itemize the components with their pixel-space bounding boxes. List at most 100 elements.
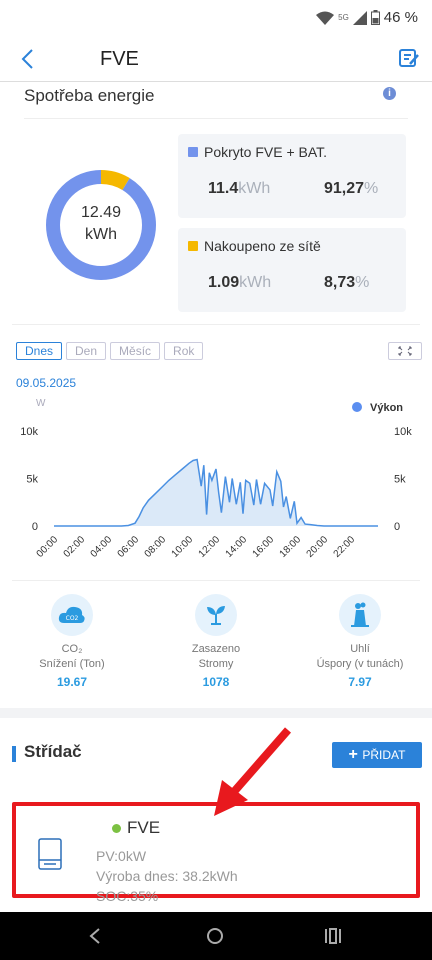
covered-pct: 91,27	[324, 180, 365, 197]
x-tick-label: 18:00	[278, 534, 304, 560]
purchased-kwh: 1.09kWh	[208, 274, 271, 292]
trees-label: Zasazeno	[191, 643, 241, 655]
x-tick-label: 12:00	[197, 534, 223, 560]
nav-home-icon[interactable]	[206, 927, 224, 945]
chart-date: 09.05.2025	[16, 376, 77, 390]
coal-label: Uhlí	[350, 643, 370, 655]
add-inverter-button[interactable]: + PŘIDAT	[332, 742, 422, 768]
co2-labels: CO₂ Snížení (Ton)	[0, 642, 144, 672]
x-tick-label: 00:00	[35, 534, 61, 560]
covered-pct-unit: %	[364, 180, 379, 197]
expand-icon	[398, 346, 412, 356]
legend-label: Výkon	[370, 402, 403, 414]
y-tick-right: 10k	[394, 426, 412, 438]
trees-value: 1078	[202, 675, 230, 689]
inverter-section-title: Střídač	[24, 742, 82, 761]
y-axis-unit: W	[36, 398, 46, 409]
coal-value: 7.97	[348, 675, 372, 689]
inverter-card: Střídač + PŘIDAT FVE PV:0kW Výroba dnes:…	[0, 718, 432, 912]
cloud-co2-icon: CO2	[58, 606, 85, 623]
series-line	[54, 458, 378, 527]
covered-kwh: 11.4kWh	[208, 180, 270, 198]
svg-text:CO2: CO2	[66, 615, 79, 622]
tab-today[interactable]: Dnes	[16, 342, 63, 360]
y-tick-right: 5k	[394, 474, 406, 486]
covered-percent: 91,27%	[324, 180, 378, 198]
x-tick-label: 20:00	[305, 534, 331, 560]
battery-icon	[370, 10, 380, 25]
purchased-legend-swatch	[188, 241, 198, 251]
device-soc: SOC:35%	[96, 888, 159, 904]
purchased-unit: kWh	[239, 274, 272, 291]
coal-sublabel: Úspory (v tunách)	[316, 658, 404, 670]
purchased-header: Nakoupeno ze sítě	[188, 238, 321, 254]
tab-year[interactable]: Rok	[164, 342, 204, 360]
total-unit: kWh	[85, 226, 117, 243]
network-label: 5G	[338, 13, 349, 22]
eco-coal: Uhlí Úspory (v tunách) 7.97	[288, 594, 432, 689]
power-chart: W Výkon 0 0 5k 5k 10k 10k 00:00 02:00 04:00 06:00 08…	[20, 398, 412, 560]
signal-icon	[352, 10, 367, 25]
x-tick-label: 22:00	[332, 534, 358, 560]
covered-value: 11.4	[208, 180, 239, 197]
tab-month[interactable]: Měsíc	[110, 342, 161, 360]
purchased-percent: 8,73%	[324, 274, 369, 292]
coal-labels: Uhlí Úspory (v tunách)	[288, 642, 432, 672]
online-status-dot	[112, 823, 121, 833]
x-tick-label: 16:00	[251, 534, 277, 560]
y-tick-left: 5k	[26, 474, 38, 486]
y-tick-left: 10k	[20, 426, 38, 438]
co2-label: CO₂	[61, 643, 83, 655]
annotation-arrow-icon	[214, 727, 292, 816]
info-icon[interactable]: i	[383, 87, 396, 100]
power-plant-icon	[351, 602, 369, 627]
purchased-value: 1.09	[208, 274, 240, 291]
energy-card: Spotřeba energie i 12.49 kWh Pokryto FVE…	[0, 82, 432, 708]
battery-percent: 46 %	[383, 9, 418, 26]
back-arrow-icon[interactable]	[18, 48, 38, 70]
donut-slice-covered	[46, 170, 156, 280]
divider	[12, 580, 420, 581]
wifi-icon	[316, 11, 335, 25]
y-tick-right: 0	[394, 521, 400, 533]
app-bar: FVE	[0, 36, 432, 82]
x-tick-label: 06:00	[116, 534, 142, 560]
section-accent-bar	[12, 746, 16, 762]
device-name: FVE	[127, 818, 161, 837]
nav-recents-icon[interactable]	[324, 928, 342, 944]
total-value: 12.49	[80, 204, 122, 221]
purchased-pct-unit: %	[355, 274, 370, 291]
inverter-device-card[interactable]: FVE PV:0kW Výroba dnes: 38.2kWh SOC:35%	[12, 802, 420, 904]
purchased-pct: 8,73	[324, 274, 356, 291]
covered-legend-swatch	[188, 147, 198, 157]
x-tick-label: 04:00	[89, 534, 115, 560]
inverter-device-icon	[38, 838, 62, 870]
sprout-icon	[207, 606, 225, 625]
x-tick-label: 14:00	[224, 534, 250, 560]
tab-day[interactable]: Den	[66, 342, 107, 360]
trees-sublabel: Stromy	[198, 658, 234, 670]
edit-icon[interactable]	[398, 47, 420, 69]
coal-badge	[339, 594, 381, 636]
x-tick-label: 08:00	[143, 534, 169, 560]
covered-stat-box: Pokryto FVE + BAT. 11.4kWh 91,27%	[178, 134, 406, 218]
purchased-label: Nakoupeno ze sítě	[204, 238, 321, 254]
y-tick-left: 0	[32, 521, 38, 533]
fullscreen-button[interactable]	[388, 342, 422, 360]
status-bar: 5G 46 %	[0, 0, 432, 36]
covered-header: Pokryto FVE + BAT.	[188, 144, 327, 160]
x-tick-label: 10:00	[170, 534, 196, 560]
eco-trees: Zasazeno Stromy 1078	[144, 594, 288, 689]
co2-sublabel: Snížení (Ton)	[39, 658, 105, 670]
co2-value: 19.67	[56, 675, 88, 689]
series-area	[54, 459, 378, 526]
device-production: Výroba dnes: 38.2kWh	[96, 868, 238, 884]
x-tick-label: 02:00	[62, 534, 88, 560]
system-nav-bar	[0, 912, 432, 960]
plus-icon: +	[348, 746, 363, 763]
divider	[24, 118, 408, 119]
trees-labels: Zasazeno Stromy	[144, 642, 288, 672]
page-title: FVE	[100, 48, 139, 70]
divider	[12, 324, 420, 325]
nav-back-icon[interactable]	[88, 928, 102, 944]
